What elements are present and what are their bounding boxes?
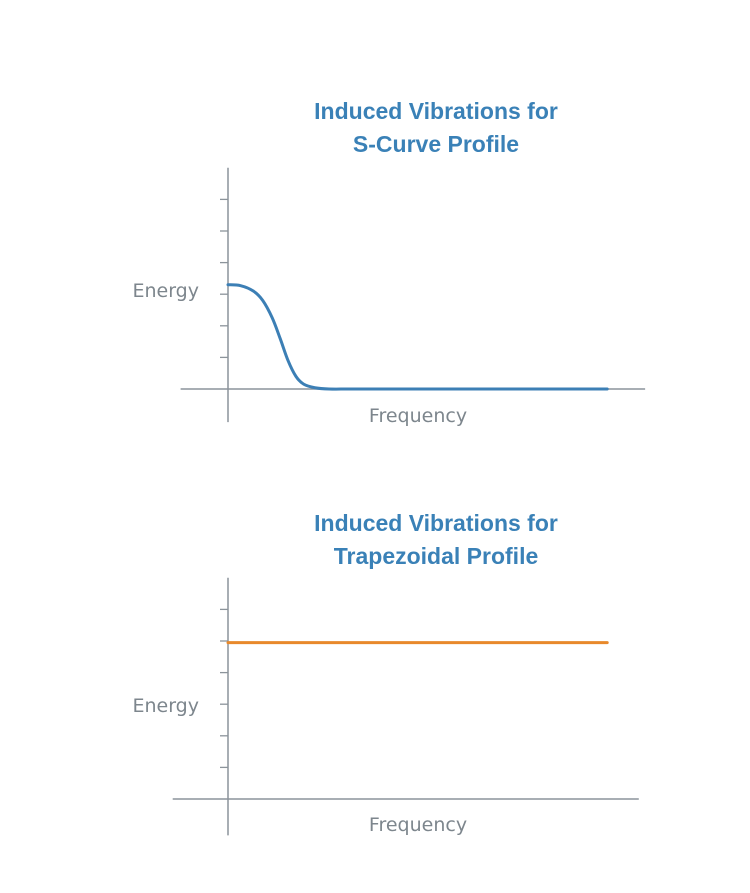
plot-area <box>180 167 646 423</box>
chart-scurve: Induced Vibrations for S-Curve Profile E… <box>132 98 646 427</box>
chart-title-line-2: S-Curve Profile <box>353 131 519 157</box>
x-axis-label: Frequency <box>369 814 467 836</box>
y-axis-label: Energy <box>132 280 199 302</box>
plot-area <box>172 577 639 836</box>
x-axis-label: Frequency <box>369 405 467 427</box>
y-axis-label: Energy <box>132 695 199 717</box>
chart-title-line-1: Induced Vibrations for <box>314 510 558 536</box>
chart-title-line-2: Trapezoidal Profile <box>334 543 539 569</box>
chart-trapezoidal: Induced Vibrations for Trapezoidal Profi… <box>132 510 639 836</box>
series-line <box>226 283 609 391</box>
chart-title-line-1: Induced Vibrations for <box>314 98 558 124</box>
